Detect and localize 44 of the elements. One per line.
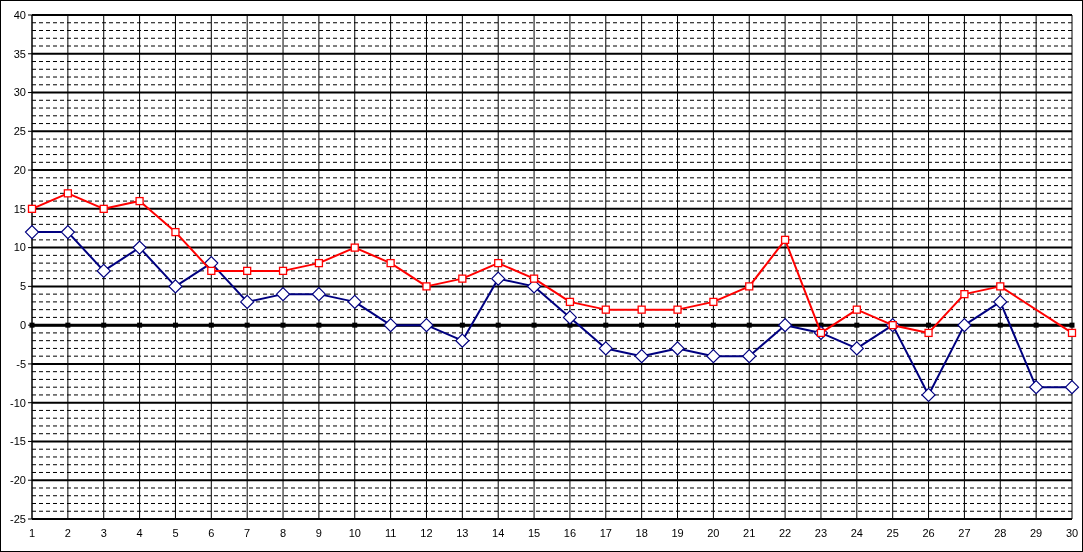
x-tick-label: 22 (778, 527, 792, 539)
x-tick-label: 23 (814, 527, 828, 539)
x-tick-label: 16 (563, 527, 577, 539)
y-tick-label: -5 (16, 357, 26, 370)
x-tick-label: 19 (671, 527, 684, 539)
x-tick-label: 9 (315, 527, 322, 539)
x-tick-label: 5 (172, 527, 179, 539)
x-tick-label: 7 (244, 527, 251, 539)
x-tick-label: 20 (707, 527, 720, 539)
y-tick-label: -25 (10, 512, 26, 525)
x-tick-label: 27 (958, 527, 971, 539)
y-tick-label: 25 (13, 125, 26, 138)
x-tick-label: 6 (208, 527, 215, 539)
x-tick-label: 12 (420, 527, 433, 539)
y-tick-label: -15 (10, 435, 26, 448)
x-tick-label: 26 (922, 527, 935, 539)
x-tick-label: 18 (635, 527, 648, 539)
x-tick-label: 17 (599, 527, 612, 539)
x-tick-label: 21 (743, 527, 756, 539)
y-tick-label: 35 (13, 47, 26, 60)
x-tick-label: 3 (100, 527, 107, 539)
x-tick-label: 1 (28, 527, 36, 539)
y-tick-label: 5 (19, 280, 26, 293)
x-tick-label: 15 (527, 527, 541, 539)
y-tick-label: -20 (10, 474, 26, 487)
x-tick-label: 2 (64, 527, 71, 539)
x-tick-label: 8 (279, 527, 287, 539)
y-tick-label: 0 (19, 319, 26, 331)
y-tick-label: 15 (13, 202, 26, 215)
x-tick-label: 4 (136, 527, 143, 539)
x-tick-label: 28 (994, 527, 1007, 539)
y-tick-label: 30 (13, 86, 26, 99)
x-tick-label: 30 (1065, 527, 1079, 539)
x-tick-label: 24 (850, 527, 863, 539)
x-tick-label: 14 (492, 527, 505, 539)
x-tick-label: 10 (348, 527, 361, 539)
x-tick-label: 13 (456, 527, 469, 539)
x-tick-label: 11 (384, 527, 397, 539)
x-tick-label: 25 (886, 527, 899, 539)
y-tick-label: 10 (13, 241, 26, 254)
y-tick-label: -10 (10, 396, 26, 409)
x-tick-label: 29 (1030, 527, 1043, 539)
y-tick-label: 20 (13, 163, 26, 176)
y-tick-label: 40 (13, 8, 26, 21)
